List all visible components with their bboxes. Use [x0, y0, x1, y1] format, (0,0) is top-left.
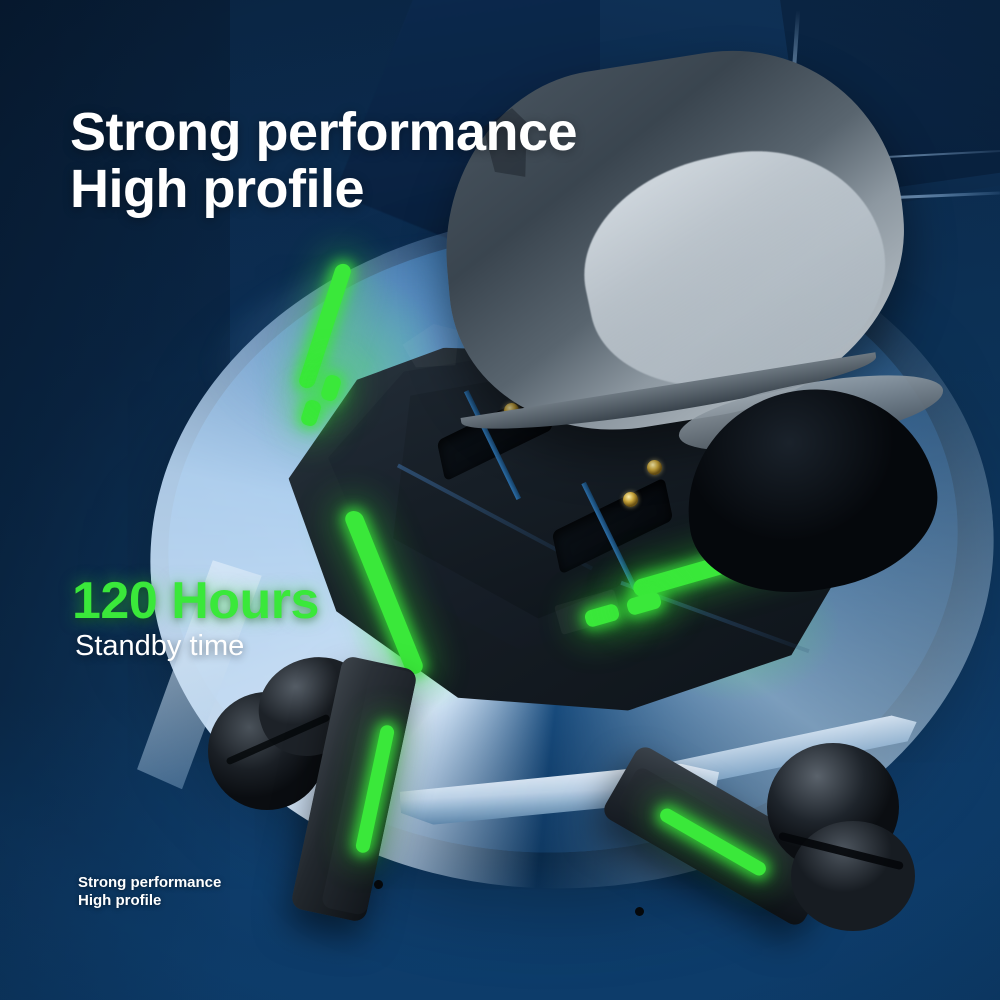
footnote-line-1: Strong performance: [78, 874, 222, 891]
left-earbud-mic-hole: [373, 879, 384, 890]
headline-line-1: Strong performance: [70, 102, 578, 162]
charging-pin: [647, 460, 662, 475]
led-strip-left-long: [297, 262, 353, 390]
headline-line-2: High profile: [70, 159, 364, 220]
led-dash-left-2: [319, 373, 343, 403]
charging-pin: [623, 492, 638, 507]
led-dash-left-1: [299, 398, 323, 428]
right-earbud-tip: [791, 821, 915, 931]
footnote-line-2: High profile: [78, 892, 162, 910]
standby-value: 120 Hours: [72, 572, 319, 630]
footnote: Strong performance High profile: [78, 874, 221, 911]
right-earbud: [595, 735, 935, 1000]
headline: Strong performance High profile: [70, 102, 578, 220]
right-earbud-mic-hole: [635, 907, 644, 916]
left-earbud: [196, 640, 496, 940]
standby-label: Standby time: [75, 630, 245, 662]
